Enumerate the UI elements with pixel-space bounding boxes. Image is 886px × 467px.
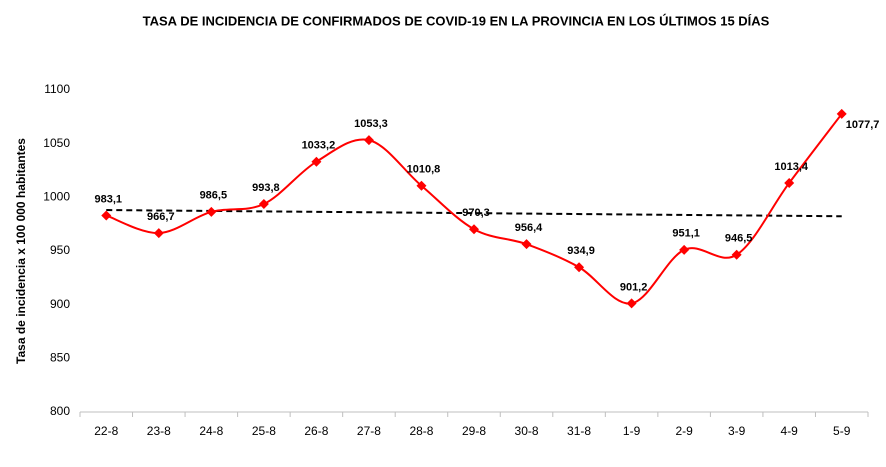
marker: [416, 180, 427, 191]
x-tick-label: 24-8: [199, 424, 223, 438]
x-tick-label: 31-8: [567, 424, 591, 438]
x-tick-label: 22-8: [94, 424, 118, 438]
marker: [101, 210, 112, 221]
y-tick-label: 850: [50, 351, 70, 365]
data-label: 1053,3: [354, 118, 388, 130]
y-axis-title: Tasa de incidencia x 100 000 habitantes: [14, 138, 28, 364]
data-label: 970,3: [462, 207, 490, 219]
marker: [784, 177, 795, 188]
x-tick-label: 3-9: [728, 424, 746, 438]
marker: [153, 228, 164, 239]
x-tick-label: 28-8: [409, 424, 433, 438]
data-label: 1077,7: [846, 119, 880, 131]
x-tick-label: 30-8: [515, 424, 539, 438]
marker: [258, 198, 269, 209]
y-tick-label: 1000: [43, 190, 70, 204]
x-tick-label: 23-8: [147, 424, 171, 438]
chart-title: TASA DE INCIDENCIA DE CONFIRMADOS DE COV…: [143, 13, 770, 28]
data-label: 983,1: [95, 193, 123, 205]
y-tick-label: 950: [50, 243, 70, 257]
x-tick-label: 29-8: [462, 424, 486, 438]
data-label: 946,5: [725, 233, 753, 245]
marker: [679, 244, 690, 255]
marker: [836, 108, 847, 119]
y-tick-label: 900: [50, 297, 70, 311]
x-tick-label: 5-9: [833, 424, 851, 438]
data-label: 1033,2: [302, 140, 336, 152]
data-label: 934,9: [567, 245, 595, 257]
data-label: 1010,8: [407, 164, 441, 176]
x-tick-label: 2-9: [675, 424, 693, 438]
x-tick-label: 4-9: [781, 424, 799, 438]
data-label: 986,5: [200, 190, 228, 202]
marker: [206, 206, 217, 217]
marker: [469, 224, 479, 235]
marker: [521, 239, 532, 250]
data-label: 993,8: [252, 182, 280, 194]
x-tick-label: 25-8: [252, 424, 276, 438]
x-tick-label: 1-9: [623, 424, 641, 438]
x-tick-label: 27-8: [357, 424, 381, 438]
data-label: 951,1: [672, 228, 700, 240]
data-label: 901,2: [620, 281, 648, 293]
data-label: 956,4: [515, 222, 543, 234]
data-label: 966,7: [147, 211, 175, 223]
trend-line: [106, 209, 842, 218]
y-tick-label: 1100: [44, 82, 70, 96]
marker: [574, 262, 585, 273]
y-tick-label: 1050: [43, 136, 70, 150]
marker: [363, 135, 374, 146]
x-tick-label: 26-8: [304, 424, 328, 438]
marker: [731, 249, 742, 260]
marker: [626, 298, 637, 309]
y-tick-label: 800: [50, 404, 70, 418]
data-label: 1013,4: [774, 161, 809, 173]
marker: [311, 156, 322, 167]
